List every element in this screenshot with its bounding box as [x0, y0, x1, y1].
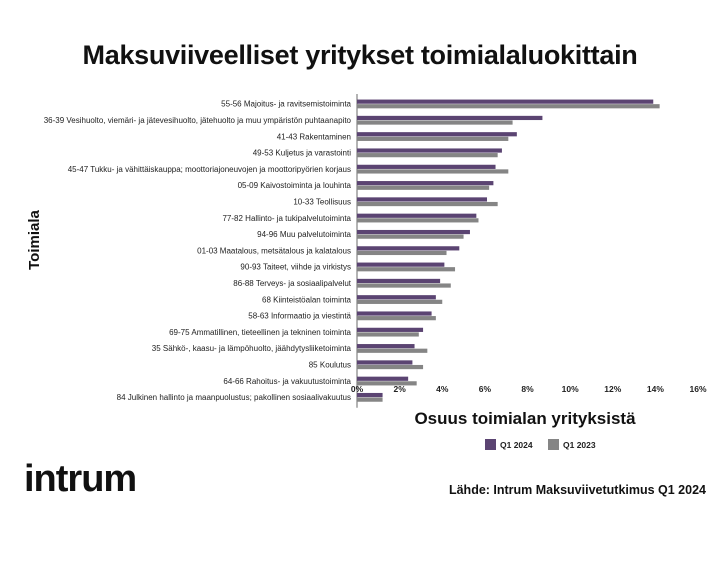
legend-swatch: [485, 439, 496, 450]
category-label: 36-39 Vesihuolto, viemäri- ja jätevesihu…: [44, 116, 352, 125]
legend-label: Q1 2024: [500, 440, 533, 450]
category-label: 45-47 Tukku- ja vähittäiskauppa; moottor…: [68, 165, 351, 174]
bar-q1-2024: [357, 213, 477, 218]
category-label: 01-03 Maatalous, metsätalous ja kalatalo…: [197, 246, 351, 255]
x-axis-title: Osuus toimialan yrityksistä: [414, 409, 636, 428]
bar-q1-2024: [357, 115, 543, 121]
bar-q1-2023: [357, 348, 428, 353]
category-label: 64-66 Rahoitus- ja vakuutustoiminta: [223, 377, 351, 386]
bar-q1-2023: [357, 169, 509, 174]
bar-q1-2023: [357, 153, 498, 158]
bar-q1-2024: [357, 327, 424, 332]
category-label: 68 Kiinteistöalan toiminta: [262, 295, 351, 304]
x-tick-label: 12%: [604, 384, 621, 394]
bar-q1-2023: [357, 283, 451, 288]
x-tick-label: 0%: [351, 384, 364, 394]
bar-q1-2024: [357, 132, 517, 137]
x-tick-label: 10%: [562, 384, 579, 394]
category-label: 49-53 Kuljetus ja varastointi: [253, 149, 352, 158]
bar-q1-2023: [357, 120, 513, 125]
x-tick-label: 4%: [436, 384, 449, 394]
bar-q1-2023: [357, 250, 447, 256]
category-label: 90-93 Taiteet, viihde ja virkistys: [240, 263, 351, 272]
category-label: 58-63 Informaatio ja viestintä: [248, 312, 351, 321]
bar-q1-2024: [357, 392, 383, 398]
bar-q1-2024: [357, 376, 409, 381]
bar-q1-2024: [357, 311, 432, 316]
bar-q1-2024: [357, 360, 413, 365]
bar-q1-2023: [357, 381, 417, 386]
bar-q1-2023: [357, 299, 443, 304]
bar-q1-2024: [357, 164, 496, 169]
intrum-logo: intrum: [24, 458, 137, 500]
bar-q1-2023: [357, 316, 436, 321]
x-tick-label: 2%: [393, 384, 406, 394]
category-label: 05-09 Kaivostoiminta ja louhinta: [238, 181, 352, 190]
category-label: 86-88 Terveys- ja sosiaalipalvelut: [233, 279, 351, 288]
bar-q1-2024: [357, 246, 460, 251]
bar-q1-2024: [357, 229, 470, 235]
bar-q1-2024: [357, 278, 441, 284]
legend-swatch: [548, 439, 559, 450]
bar-q1-2024: [357, 262, 445, 267]
bar-q1-2023: [357, 136, 509, 141]
bar-q1-2024: [357, 181, 494, 186]
category-label: 94-96 Muu palvelutoiminta: [257, 230, 351, 239]
source-note: Lähde: Intrum Maksuviivetutkimus Q1 2024: [448, 483, 706, 497]
category-label: 77-82 Hallinto- ja tukipalvelutoiminta: [222, 214, 351, 223]
bar-q1-2023: [357, 104, 660, 109]
bar-q1-2023: [357, 364, 424, 370]
bar-q1-2024: [357, 148, 502, 153]
bar-q1-2023: [357, 234, 464, 239]
category-label: 10-33 Teollisuus: [293, 197, 351, 206]
bar-q1-2024: [357, 344, 415, 349]
legend-label: Q1 2023: [563, 440, 596, 450]
bar-q1-2023: [357, 201, 498, 207]
category-label: 69-75 Ammatillinen, tieteellinen ja tekn…: [169, 328, 351, 337]
bar-q1-2023: [357, 332, 419, 337]
y-axis-title: Toimiala: [26, 209, 43, 269]
bar-q1-2024: [357, 295, 436, 300]
bar-q1-2023: [357, 185, 490, 190]
chart-title: Maksuviiveelliset yritykset toimialaluok…: [82, 40, 638, 70]
category-label: 84 Julkinen hallinto ja maanpuolustus; p…: [117, 393, 351, 402]
bar-q1-2023: [357, 397, 383, 402]
category-label: 55-56 Majoitus- ja ravitsemistoiminta: [221, 100, 351, 109]
bar-q1-2024: [357, 197, 488, 202]
category-label: 35 Sähkö-, kaasu- ja lämpöhuolto, jäähdy…: [152, 344, 352, 353]
bar-q1-2024: [357, 99, 654, 104]
bar-q1-2023: [357, 267, 456, 272]
category-label: 41-43 Rakentaminen: [277, 132, 351, 141]
category-label: 85 Koulutus: [309, 360, 351, 369]
bar-q1-2023: [357, 218, 479, 223]
x-tick-label: 16%: [689, 384, 706, 394]
x-tick-label: 14%: [647, 384, 664, 394]
x-tick-label: 6%: [479, 384, 492, 394]
x-tick-label: 8%: [521, 384, 534, 394]
